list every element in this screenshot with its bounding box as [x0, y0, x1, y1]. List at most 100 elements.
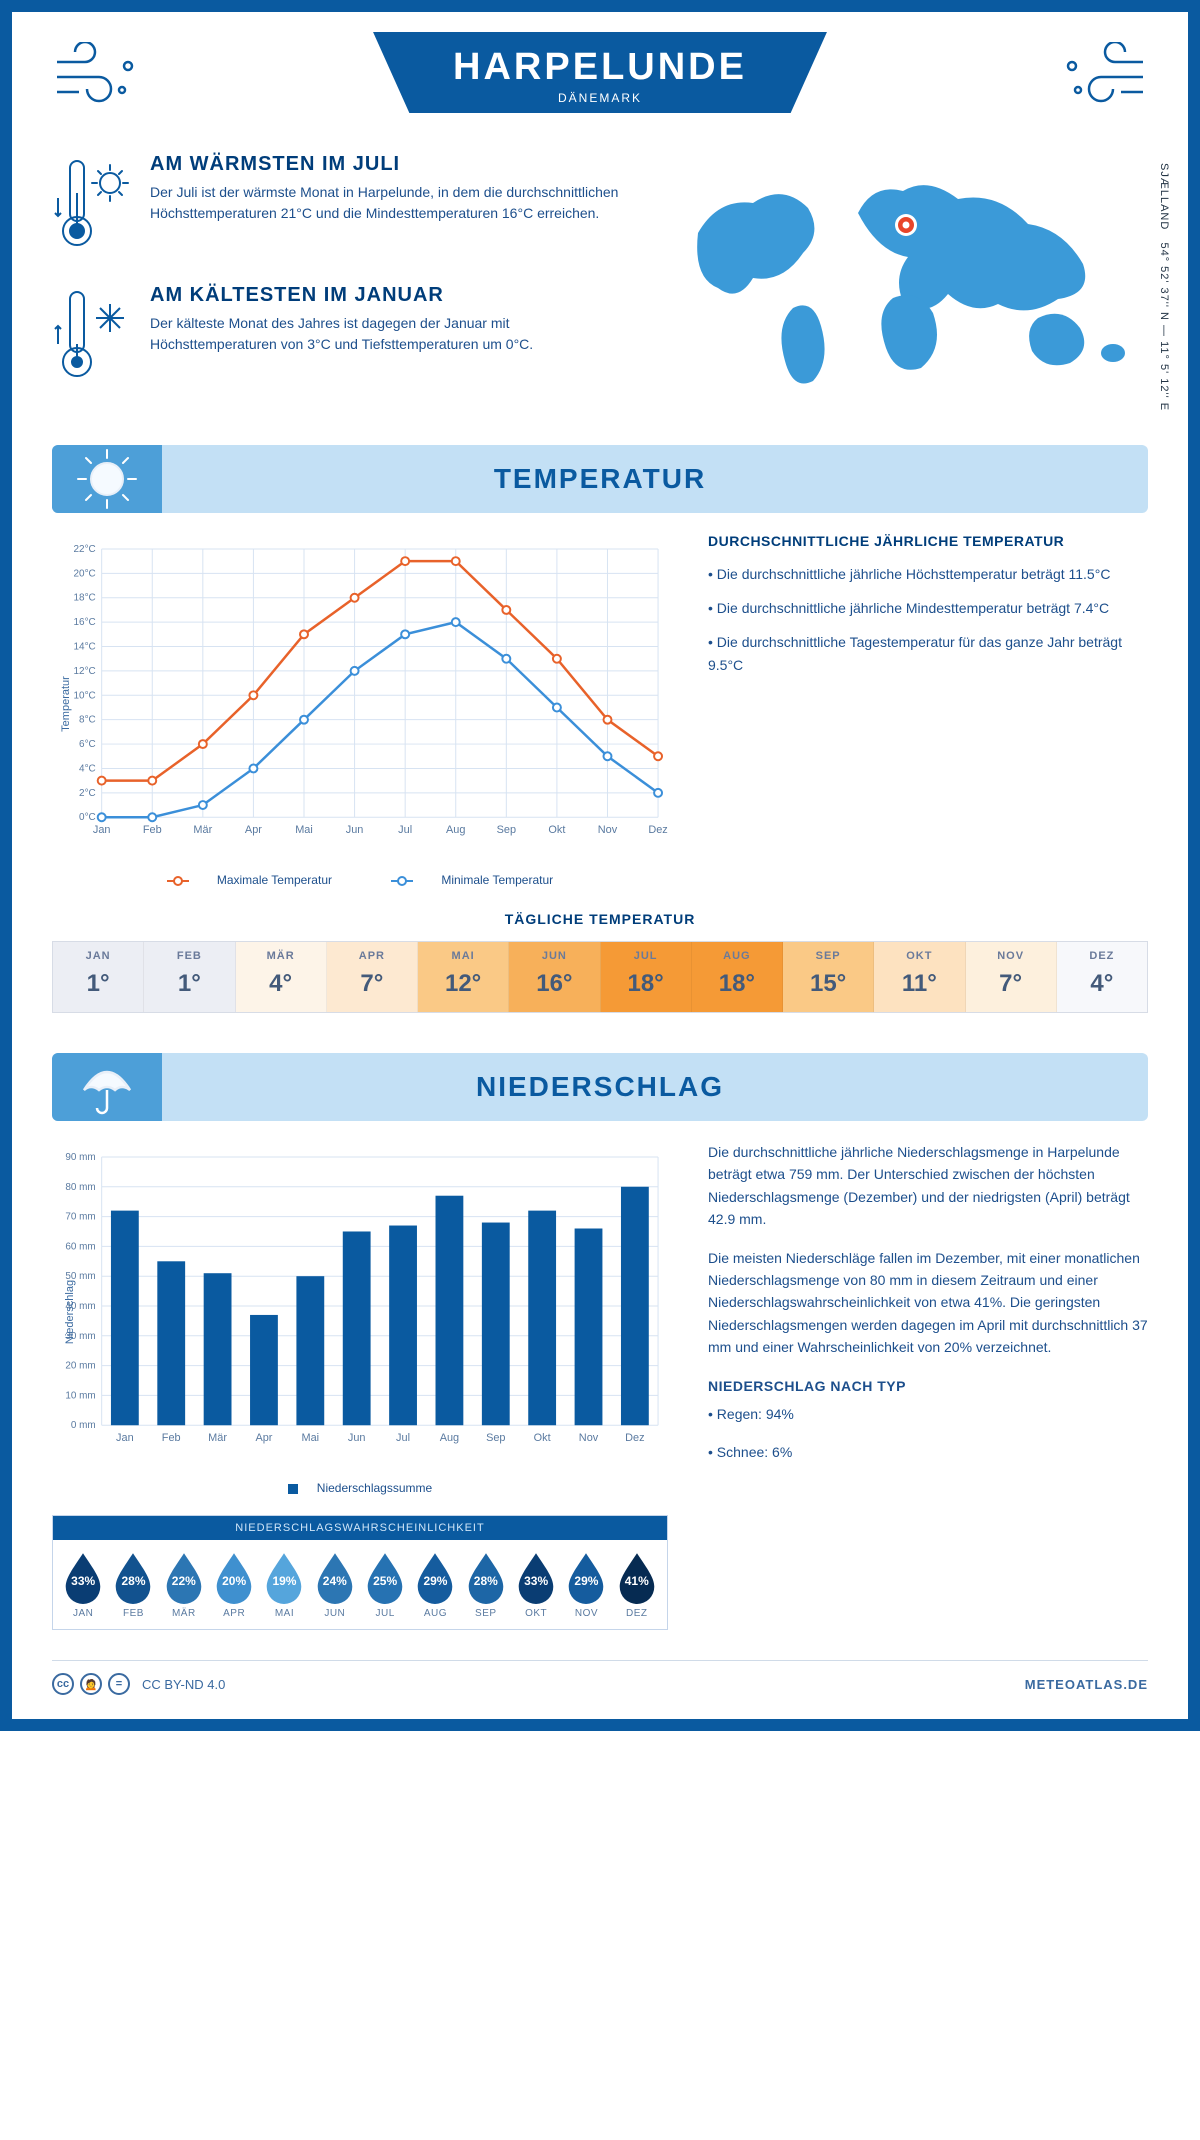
svg-text:10°C: 10°C: [74, 690, 96, 701]
daily-temp-table: JAN1°FEB1°MÄR4°APR7°MAI12°JUN16°JUL18°AU…: [52, 941, 1148, 1013]
probability-drop: 24%JUN: [311, 1550, 359, 1619]
wind-icon: [1048, 42, 1148, 117]
probability-panel: NIEDERSCHLAGSWAHRSCHEINLICHKEIT 33%JAN28…: [52, 1515, 668, 1630]
probability-drop: 28%FEB: [109, 1550, 157, 1619]
wind-icon: [52, 42, 152, 117]
probability-drop: 29%NOV: [562, 1550, 610, 1619]
probability-drop: 28%SEP: [462, 1550, 510, 1619]
svg-text:22°C: 22°C: [74, 544, 96, 555]
chart-legend: Maximale Temperatur Minimale Temperatur: [52, 873, 668, 887]
svg-text:14°C: 14°C: [74, 641, 96, 652]
temp-cell: FEB1°: [144, 942, 235, 1012]
probability-drop: 25%JUL: [361, 1550, 409, 1619]
temp-cell: AUG18°: [692, 942, 783, 1012]
svg-text:Nov: Nov: [579, 1432, 599, 1444]
svg-text:Jan: Jan: [116, 1432, 134, 1444]
svg-text:8°C: 8°C: [79, 715, 96, 726]
svg-text:Aug: Aug: [446, 824, 465, 836]
svg-text:16°C: 16°C: [74, 617, 96, 628]
warmest-text: Der Juli ist der wärmste Monat in Harpel…: [150, 182, 638, 224]
country-label: DÄNEMARK: [453, 91, 747, 105]
svg-text:Nov: Nov: [598, 824, 618, 836]
probability-drop: 33%JAN: [59, 1550, 107, 1619]
precipitation-info: Die durchschnittliche jährliche Niedersc…: [708, 1141, 1148, 1630]
probability-drop: 22%MÄR: [160, 1550, 208, 1619]
svg-text:Apr: Apr: [255, 1432, 272, 1444]
sun-icon: [52, 445, 162, 513]
svg-text:Jun: Jun: [346, 824, 364, 836]
temp-cell: MÄR4°: [236, 942, 327, 1012]
svg-text:Mai: Mai: [295, 824, 313, 836]
temp-cell: OKT11°: [874, 942, 965, 1012]
svg-text:60 mm: 60 mm: [65, 1241, 95, 1252]
svg-text:Mär: Mär: [208, 1432, 227, 1444]
svg-text:6°C: 6°C: [79, 739, 96, 750]
svg-text:20°C: 20°C: [74, 568, 96, 579]
svg-text:18°C: 18°C: [74, 593, 96, 604]
temperature-info: DURCHSCHNITTLICHE JÄHRLICHE TEMPERATUR •…: [708, 533, 1148, 887]
cc-icon: cc: [52, 1673, 74, 1695]
thermometer-sun-icon: [52, 153, 132, 258]
footer: cc 🙍 = CC BY-ND 4.0 METEOATLAS.DE: [52, 1660, 1148, 1699]
page-title: HARPELUNDE: [453, 46, 747, 89]
temp-cell: JUN16°: [509, 942, 600, 1012]
umbrella-icon: [52, 1053, 162, 1121]
svg-text:Mär: Mär: [193, 824, 212, 836]
nd-icon: =: [108, 1673, 130, 1695]
svg-text:90 mm: 90 mm: [65, 1152, 95, 1163]
probability-drop: 29%AUG: [411, 1550, 459, 1619]
coldest-text: Der kälteste Monat des Jahres ist dagege…: [150, 313, 638, 355]
precipitation-bar-chart: Niederschlag 0 mm10 mm20 mm30 mm40 mm50 …: [52, 1141, 668, 1471]
coldest-title: AM KÄLTESTEN IM JANUAR: [150, 284, 638, 307]
svg-text:80 mm: 80 mm: [65, 1182, 95, 1193]
temp-cell: MAI12°: [418, 942, 509, 1012]
temperature-banner: TEMPERATUR: [52, 445, 1148, 513]
svg-text:Aug: Aug: [440, 1432, 459, 1444]
svg-text:20 mm: 20 mm: [65, 1361, 95, 1372]
warmest-title: AM WÄRMSTEN IM JULI: [150, 153, 638, 176]
svg-text:4°C: 4°C: [79, 763, 96, 774]
probability-drop: 41%DEZ: [613, 1550, 661, 1619]
svg-text:70 mm: 70 mm: [65, 1212, 95, 1223]
temp-cell: JAN1°: [53, 942, 144, 1012]
by-icon: 🙍: [80, 1673, 102, 1695]
warmest-fact: AM WÄRMSTEN IM JULI Der Juli ist der wär…: [52, 153, 638, 258]
svg-text:Dez: Dez: [625, 1432, 644, 1444]
temp-cell: NOV7°: [966, 942, 1057, 1012]
title-ribbon: HARPELUNDE DÄNEMARK: [373, 32, 827, 113]
svg-text:Okt: Okt: [534, 1432, 551, 1444]
precipitation-banner: NIEDERSCHLAG: [52, 1053, 1148, 1121]
temp-cell: SEP15°: [783, 942, 874, 1012]
temp-cell: DEZ4°: [1057, 942, 1147, 1012]
svg-text:Feb: Feb: [162, 1432, 181, 1444]
coldest-fact: AM KÄLTESTEN IM JANUAR Der kälteste Mona…: [52, 284, 638, 389]
svg-text:Jul: Jul: [396, 1432, 410, 1444]
svg-text:Jul: Jul: [398, 824, 412, 836]
svg-text:Apr: Apr: [245, 824, 262, 836]
svg-text:2°C: 2°C: [79, 788, 96, 799]
svg-text:10 mm: 10 mm: [65, 1390, 95, 1401]
svg-text:12°C: 12°C: [74, 666, 96, 677]
probability-drop: 20%APR: [210, 1550, 258, 1619]
header: HARPELUNDE DÄNEMARK: [52, 12, 1148, 143]
thermometer-snow-icon: [52, 284, 132, 389]
temp-cell: APR7°: [327, 942, 418, 1012]
world-map: SJÆLLAND 54° 52' 37'' N — 11° 5' 12'' E: [668, 153, 1148, 415]
license: cc 🙍 = CC BY-ND 4.0: [52, 1673, 225, 1695]
svg-text:0°C: 0°C: [79, 812, 96, 823]
svg-text:Jun: Jun: [348, 1432, 366, 1444]
svg-text:Feb: Feb: [143, 824, 162, 836]
probability-drop: 19%MAI: [260, 1550, 308, 1619]
svg-text:Sep: Sep: [486, 1432, 505, 1444]
svg-text:Dez: Dez: [648, 824, 667, 836]
svg-text:0 mm: 0 mm: [71, 1420, 96, 1431]
bar-legend: Niederschlagssumme: [52, 1481, 668, 1495]
probability-drop: 33%OKT: [512, 1550, 560, 1619]
daily-temp-title: TÄGLICHE TEMPERATUR: [52, 911, 1148, 927]
temperature-line-chart: Temperatur 0°C2°C4°C6°C8°C10°C12°C14°C16…: [52, 533, 668, 863]
svg-text:Okt: Okt: [548, 824, 565, 836]
svg-text:Mai: Mai: [302, 1432, 320, 1444]
site-name: METEOATLAS.DE: [1025, 1677, 1148, 1692]
svg-text:Sep: Sep: [497, 824, 516, 836]
temp-cell: JUL18°: [601, 942, 692, 1012]
